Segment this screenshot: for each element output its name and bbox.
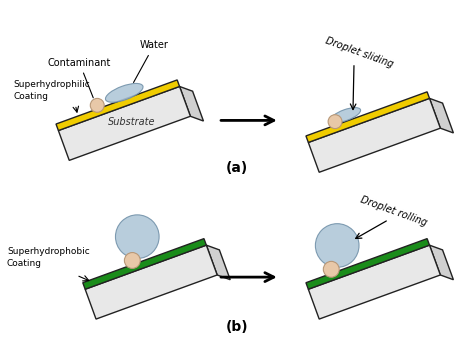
Ellipse shape: [330, 107, 361, 122]
Polygon shape: [180, 86, 203, 121]
Polygon shape: [58, 86, 191, 160]
Polygon shape: [306, 239, 429, 289]
Text: Water: Water: [134, 40, 168, 83]
Text: Droplet rolling: Droplet rolling: [359, 195, 428, 228]
Polygon shape: [56, 80, 180, 131]
Polygon shape: [429, 98, 454, 133]
Text: Contaminant: Contaminant: [48, 58, 111, 98]
Polygon shape: [429, 245, 454, 280]
Circle shape: [116, 215, 159, 258]
Text: Superhydrophobic
Coating: Superhydrophobic Coating: [7, 246, 90, 268]
Text: Droplet sliding: Droplet sliding: [324, 36, 394, 70]
Circle shape: [315, 224, 359, 267]
Text: (b): (b): [226, 320, 248, 334]
Polygon shape: [308, 245, 440, 319]
Circle shape: [323, 261, 339, 277]
Ellipse shape: [105, 83, 143, 102]
Text: Superhydrophilic
Coating: Superhydrophilic Coating: [14, 80, 91, 101]
Polygon shape: [85, 245, 217, 319]
Polygon shape: [206, 245, 230, 280]
Circle shape: [124, 253, 140, 268]
Circle shape: [90, 98, 104, 112]
Polygon shape: [308, 98, 440, 172]
Circle shape: [328, 115, 342, 129]
Polygon shape: [306, 92, 429, 142]
Polygon shape: [83, 239, 206, 289]
Text: (a): (a): [226, 161, 248, 175]
Text: Substrate: Substrate: [108, 117, 155, 128]
